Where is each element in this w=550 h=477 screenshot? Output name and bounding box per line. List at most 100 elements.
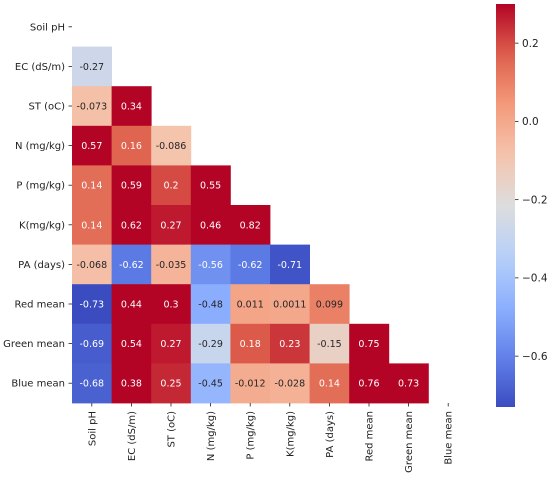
y-tick-label-pa-days: PA (days) bbox=[18, 260, 65, 271]
heatmap-cell-value-label: -0.45 bbox=[198, 379, 223, 390]
heatmap-cell-value-label: -0.69 bbox=[80, 339, 105, 350]
heatmap-cell-pa-days-n-mg-kg bbox=[190, 244, 231, 285]
heatmap-cell-value-label: 0.46 bbox=[200, 220, 221, 231]
colorbar-bar bbox=[496, 4, 515, 407]
colorbar-tick-label: −0.6 bbox=[522, 351, 548, 363]
heatmap-cell-blue-mean-green-mean bbox=[388, 363, 429, 404]
heatmap-cell-value-label: -0.073 bbox=[76, 102, 107, 113]
heatmap-cell-value-label: -0.56 bbox=[198, 260, 223, 271]
heatmap-cell-n-mg-kg-st-oc bbox=[151, 125, 192, 166]
heatmap-cell-value-label: 0.54 bbox=[121, 339, 142, 350]
heatmap-cell-pa-days-k-mg-kg bbox=[270, 244, 310, 285]
heatmap-cell-value-label: 0.14 bbox=[81, 220, 102, 231]
y-tick-label-st-oc: ST (oC) bbox=[28, 102, 65, 113]
y-tick-label-blue-mean: Blue mean bbox=[11, 379, 65, 390]
heatmap-cell-value-label: -0.068 bbox=[76, 260, 107, 271]
heatmap-cell-value-label: -0.035 bbox=[156, 260, 187, 271]
heatmap-cell-blue-mean-pa-days bbox=[309, 363, 350, 404]
colorbar-tick-label: −0.2 bbox=[522, 194, 548, 206]
heatmap-cell-ec-ds-m-soil-ph bbox=[72, 46, 112, 87]
heatmap-cell-value-label: -0.012 bbox=[235, 379, 266, 390]
heatmap-cell-blue-mean-ec-ds-m bbox=[111, 363, 152, 404]
heatmap-cell-value-label: 0.62 bbox=[121, 220, 142, 231]
colorbar: 0.2 0.0 −0.2 −0.4 −0.6 bbox=[496, 4, 548, 407]
heatmap-cell-pa-days-st-oc bbox=[151, 244, 192, 285]
heatmap-cell-value-label: 0.55 bbox=[200, 181, 221, 192]
heatmap-cell-value-label: 0.14 bbox=[81, 181, 102, 192]
x-tick-label-ec-ds-m: EC (dS/m) bbox=[127, 411, 138, 461]
y-tick-label-green-mean: Green mean bbox=[3, 339, 65, 350]
heatmap-cell-red-mean-k-mg-kg bbox=[270, 284, 310, 325]
heatmap-cell-blue-mean-n-mg-kg bbox=[190, 363, 231, 404]
heatmap-cell-k-mg-kg-n-mg-kg bbox=[190, 205, 231, 245]
heatmap-cell-value-label: 0.0011 bbox=[273, 300, 306, 311]
heatmap-cell-p-mg-kg-st-oc bbox=[151, 165, 192, 206]
heatmap-cell-green-mean-n-mg-kg bbox=[190, 323, 231, 364]
heatmap-cell-value-label: -0.48 bbox=[198, 300, 223, 311]
heatmap-cell-value-label: 0.82 bbox=[240, 220, 261, 231]
heatmap-cell-blue-mean-st-oc bbox=[151, 363, 192, 404]
heatmap-cell-value-label: -0.086 bbox=[156, 141, 187, 152]
heatmap-cell-red-mean-soil-ph bbox=[72, 284, 112, 325]
heatmap-cell-blue-mean-soil-ph bbox=[72, 363, 112, 404]
heatmap-cell-green-mean-p-mg-kg bbox=[230, 323, 271, 364]
heatmap-cell-value-label: -0.62 bbox=[119, 260, 144, 271]
x-tick-label-green-mean: Green mean bbox=[404, 411, 415, 473]
heatmap-cell-blue-mean-k-mg-kg bbox=[270, 363, 310, 404]
y-tick-label-ec-ds-m: EC (dS/m) bbox=[15, 62, 65, 73]
heatmap-cell-k-mg-kg-ec-ds-m bbox=[111, 205, 152, 245]
heatmap-cell-k-mg-kg-p-mg-kg bbox=[230, 205, 271, 245]
heatmap-cell-green-mean-st-oc bbox=[151, 323, 192, 364]
colorbar-tick-label: −0.4 bbox=[522, 273, 548, 285]
heatmap-cell-pa-days-ec-ds-m bbox=[111, 244, 152, 285]
heatmap-cell-k-mg-kg-soil-ph bbox=[72, 205, 112, 245]
heatmap-cell-green-mean-soil-ph bbox=[72, 323, 112, 364]
y-tick-label-red-mean: Red mean bbox=[14, 300, 65, 311]
heatmap-cell-st-oc-ec-ds-m bbox=[111, 86, 152, 127]
y-tick-label-n-mg-kg: N (mg/kg) bbox=[15, 141, 65, 152]
heatmap-cell-p-mg-kg-n-mg-kg bbox=[190, 165, 231, 206]
x-tick-label-p-mg-kg: P (mg/kg) bbox=[246, 411, 257, 460]
heatmap-cell-value-label: 0.16 bbox=[121, 141, 142, 152]
heatmap-cell-value-label: 0.73 bbox=[398, 379, 419, 390]
heatmap-cell-value-label: 0.011 bbox=[237, 300, 264, 311]
heatmap-cell-value-label: 0.38 bbox=[121, 379, 142, 390]
x-tick-label-n-mg-kg: N (mg/kg) bbox=[206, 411, 217, 461]
heatmap-cell-value-label: 0.14 bbox=[319, 379, 340, 390]
heatmap-cell-n-mg-kg-soil-ph bbox=[72, 125, 112, 166]
heatmap-cell-p-mg-kg-soil-ph bbox=[72, 165, 112, 206]
heatmap-cell-n-mg-kg-ec-ds-m bbox=[111, 125, 152, 166]
x-tick-label-blue-mean: Blue mean bbox=[444, 411, 455, 465]
heatmap-cell-red-mean-pa-days bbox=[309, 284, 350, 325]
heatmap-cell-value-label: 0.3 bbox=[163, 300, 178, 311]
heatmap-cell-value-label: -0.62 bbox=[238, 260, 263, 271]
heatmap-cell-pa-days-p-mg-kg bbox=[230, 244, 271, 285]
heatmap-cell-red-mean-ec-ds-m bbox=[111, 284, 152, 325]
heatmap-cell-blue-mean-red-mean bbox=[349, 363, 390, 404]
heatmap-cell-value-label: -0.028 bbox=[274, 379, 305, 390]
heatmap-cell-green-mean-pa-days bbox=[309, 323, 350, 364]
x-tick-label-red-mean: Red mean bbox=[365, 411, 376, 462]
y-axis-tick-labels: Soil pH EC (dS/m) ST (oC) N (mg/kg) P (mg/kg… bbox=[3, 22, 72, 390]
heatmap-cell-value-label: 0.44 bbox=[121, 300, 142, 311]
colorbar-tick-label: 0.2 bbox=[522, 38, 539, 50]
heatmap-cell-value-label: 0.59 bbox=[121, 181, 142, 192]
y-tick-label-k-mg-kg: K(mg/kg) bbox=[19, 220, 65, 231]
heatmap-cell-value-label: 0.34 bbox=[121, 102, 142, 113]
heatmap-cells bbox=[72, 46, 429, 404]
heatmap-cell-green-mean-red-mean bbox=[349, 323, 390, 364]
heatmap-cell-green-mean-ec-ds-m bbox=[111, 323, 152, 364]
heatmap-cell-pa-days-soil-ph bbox=[72, 244, 112, 285]
heatmap-cell-value-label: 0.23 bbox=[279, 339, 300, 350]
heatmap-cell-value-label: 0.18 bbox=[240, 339, 261, 350]
heatmap-cell-k-mg-kg-st-oc bbox=[151, 205, 192, 245]
colorbar-tick-label: 0.0 bbox=[522, 116, 539, 128]
heatmap-cell-value-label: 0.76 bbox=[358, 379, 379, 390]
x-tick-label-pa-days: PA (days) bbox=[325, 411, 336, 458]
y-tick-label-p-mg-kg: P (mg/kg) bbox=[16, 181, 65, 192]
heatmap-cell-value-label: -0.68 bbox=[80, 379, 105, 390]
colorbar-ticks: 0.2 0.0 −0.2 −0.4 −0.6 bbox=[515, 38, 548, 363]
heatmap-cell-value-label: 0.75 bbox=[358, 339, 379, 350]
heatmap-cell-value-label: -0.27 bbox=[80, 62, 105, 73]
heatmap-cell-red-mean-n-mg-kg bbox=[190, 284, 231, 325]
